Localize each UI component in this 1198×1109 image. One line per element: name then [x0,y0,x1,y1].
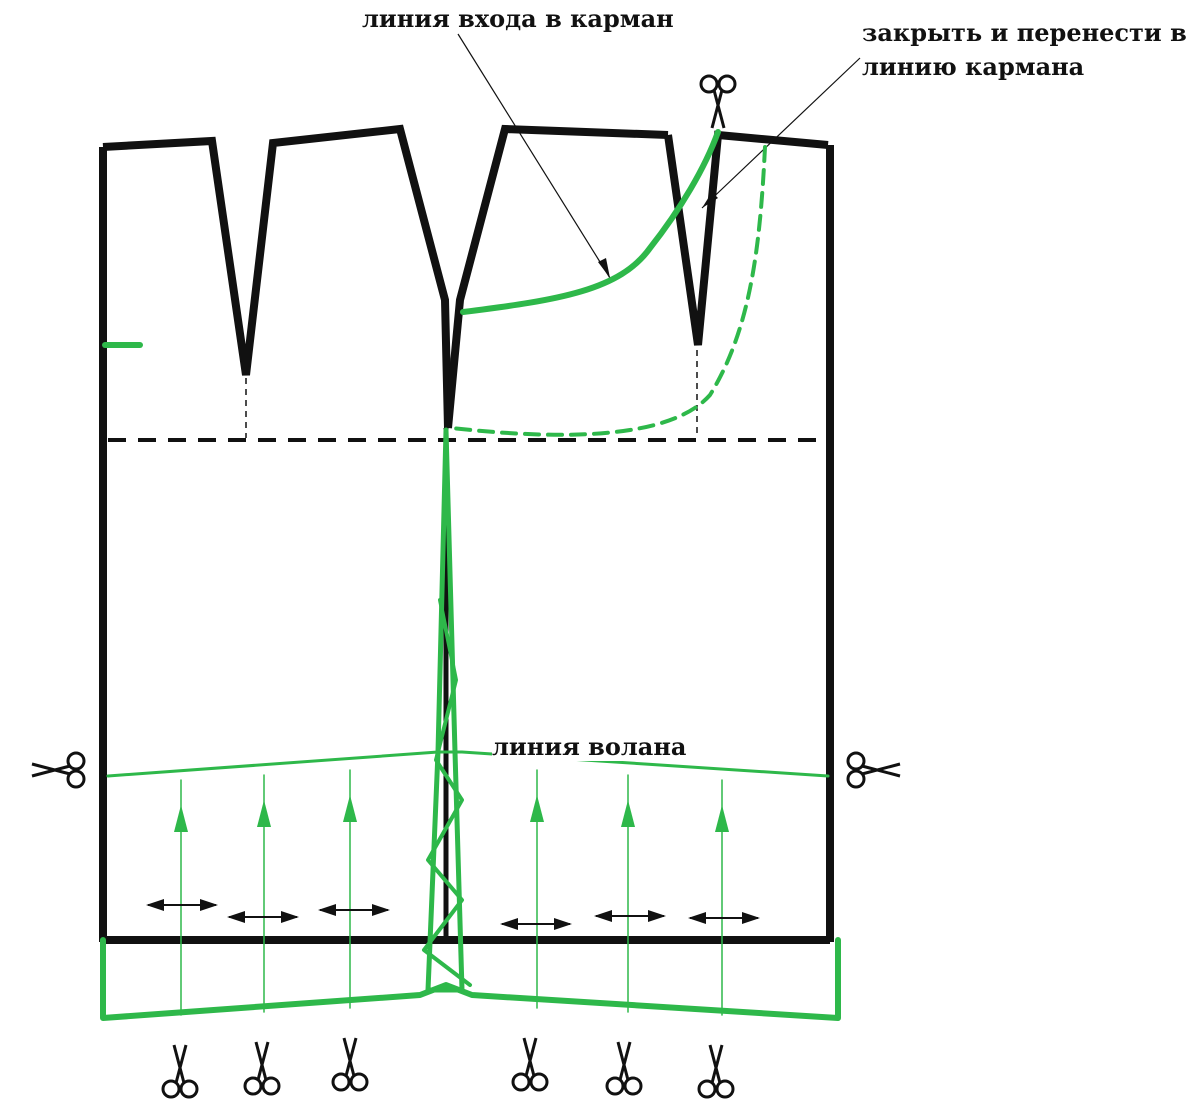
leader-lines [457,33,861,279]
arrow-up-icon [621,800,635,827]
slash-arrows [174,795,729,832]
scissors-icon [699,74,737,130]
arrow-up-icon [715,805,729,832]
arrow-up-icon [174,805,188,832]
arrow-up-icon [530,795,544,822]
double-arrow-icon [687,911,761,925]
scissors-icon [243,1040,281,1096]
green-construction [100,129,841,1021]
scissors-icon [30,751,86,789]
double-arrow-icon [317,903,391,917]
label-close-transfer-line1: закрыть и перенести в [862,18,1187,47]
label-pocket-entry: линия входа в карман [362,4,674,33]
skirt-outline [99,124,834,944]
arrow-up-icon [343,795,357,822]
hip-line [108,350,828,442]
double-arrow-icon [499,917,573,931]
double-arrow-icon [593,909,667,923]
label-close-transfer-line2: линию кармана [862,52,1085,81]
scissors-icon [161,1043,199,1099]
scissors-icon [331,1036,369,1092]
scissors-icon [605,1040,643,1096]
double-arrow-icon [145,898,219,912]
scissors-icon [697,1043,735,1099]
double-arrow-icon [226,910,300,924]
arrow-up-icon [257,800,271,827]
scissors-icon [846,751,902,789]
label-flounce-line: линия волана [492,732,687,761]
scissors-icon [511,1036,549,1092]
